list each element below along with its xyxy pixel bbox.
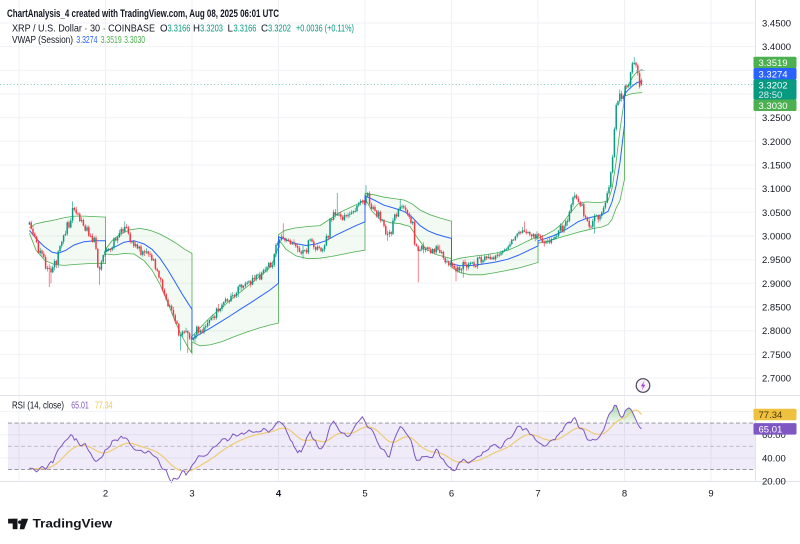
svg-text:3.0500: 3.0500: [762, 208, 791, 219]
svg-text:3.3202: 3.3202: [759, 80, 788, 91]
svg-text:65.01: 65.01: [71, 401, 89, 412]
svg-text:28:50: 28:50: [759, 90, 783, 101]
svg-text:3.1500: 3.1500: [762, 161, 791, 172]
svg-text:L: L: [228, 24, 234, 35]
svg-text:6: 6: [449, 489, 454, 500]
svg-text:77.34: 77.34: [759, 410, 783, 421]
svg-text:9: 9: [708, 489, 713, 500]
svg-text:3.3166: 3.3166: [168, 24, 191, 35]
svg-text:3.3274: 3.3274: [76, 35, 97, 46]
svg-text:3.4000: 3.4000: [762, 42, 791, 53]
svg-text:3.0000: 3.0000: [762, 232, 791, 243]
svg-text:3.1000: 3.1000: [762, 184, 791, 195]
svg-text:3.3519: 3.3519: [759, 58, 788, 69]
svg-text:3.3519: 3.3519: [101, 35, 122, 46]
svg-text:C: C: [261, 24, 268, 35]
svg-text:O: O: [160, 24, 168, 35]
svg-text:VWAP (Session): VWAP (Session): [12, 35, 73, 46]
svg-text:2: 2: [103, 489, 108, 500]
svg-text:3.3030: 3.3030: [759, 101, 788, 112]
svg-text:3: 3: [189, 489, 194, 500]
svg-text:2.7000: 2.7000: [762, 374, 791, 385]
svg-text:3.3274: 3.3274: [759, 69, 788, 80]
svg-text:7: 7: [535, 489, 540, 500]
svg-text:65.01: 65.01: [759, 425, 783, 436]
svg-text:TradingView: TradingView: [33, 516, 113, 530]
svg-text:H: H: [193, 24, 200, 35]
svg-text:3.3202: 3.3202: [268, 24, 291, 35]
svg-text:2.9500: 2.9500: [762, 255, 791, 266]
svg-text:60.00: 60.00: [762, 430, 786, 441]
svg-text:3.3166: 3.3166: [234, 24, 257, 35]
svg-text:3.2500: 3.2500: [762, 113, 791, 124]
svg-text:40.00: 40.00: [762, 453, 786, 464]
svg-text:77.34: 77.34: [95, 401, 113, 412]
svg-text:3.3203: 3.3203: [200, 24, 223, 35]
svg-text:+0.0036 (+0.11%): +0.0036 (+0.11%): [296, 24, 354, 35]
svg-text:XRP / U.S. Dollar · 30 · COINB: XRP / U.S. Dollar · 30 · COINBASE: [12, 24, 155, 35]
svg-text:3.4500: 3.4500: [762, 19, 791, 30]
svg-text:3.2000: 3.2000: [762, 137, 791, 148]
svg-text:3.3030: 3.3030: [124, 35, 145, 46]
svg-text:2.9000: 2.9000: [762, 279, 791, 290]
svg-text:2.7500: 2.7500: [762, 350, 791, 361]
svg-text:2.8500: 2.8500: [762, 303, 791, 314]
svg-text:ChartAnalysis_4 created with T: ChartAnalysis_4 created with TradingView…: [7, 8, 279, 20]
svg-text:2.8000: 2.8000: [762, 326, 791, 337]
svg-text:5: 5: [362, 489, 367, 500]
svg-text:8: 8: [622, 489, 627, 500]
svg-text:RSI (14, close): RSI (14, close): [12, 401, 64, 412]
svg-text:4: 4: [276, 489, 282, 500]
svg-text:20.00: 20.00: [762, 477, 786, 488]
